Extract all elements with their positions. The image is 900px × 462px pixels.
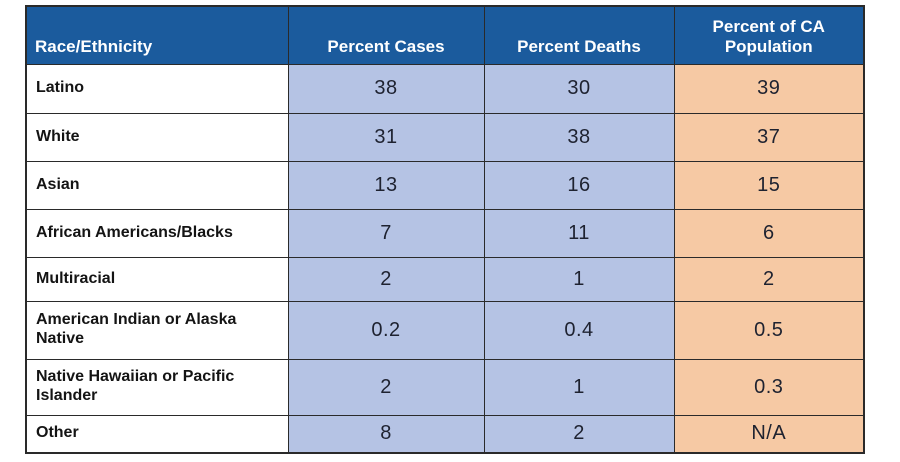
header-cell-race-ethnicity: Race/Ethnicity: [25, 5, 289, 65]
header-cell-percent-ca-population: Percent of CA Population: [673, 5, 865, 65]
cell-percent-population: 0.5: [673, 300, 865, 360]
cell-percent-cases: 2: [287, 358, 485, 416]
cell-percent-population: N/A: [673, 414, 865, 454]
row-label: American Indian or Alaska Native: [25, 300, 289, 360]
cell-percent-deaths: 38: [483, 112, 675, 162]
table-header: Race/Ethnicity Percent Cases Percent Dea…: [25, 5, 865, 65]
header-cell-percent-cases: Percent Cases: [287, 5, 485, 65]
row-label: White: [25, 112, 289, 162]
cell-percent-deaths: 16: [483, 160, 675, 210]
cell-percent-deaths: 1: [483, 358, 675, 416]
table-row: American Indian or Alaska Native 0.2 0.4…: [25, 300, 865, 360]
row-label: African Americans/Blacks: [25, 208, 289, 258]
cell-percent-deaths: 1: [483, 256, 675, 302]
cell-percent-deaths: 2: [483, 414, 675, 454]
cell-percent-cases: 13: [287, 160, 485, 210]
row-label: Native Hawaiian or Pacific Islander: [25, 358, 289, 416]
table-row: Native Hawaiian or Pacific Islander 2 1 …: [25, 358, 865, 416]
cell-percent-deaths: 0.4: [483, 300, 675, 360]
cell-percent-cases: 31: [287, 112, 485, 162]
row-label: Multiracial: [25, 256, 289, 302]
table-row: Other 8 2 N/A: [25, 414, 865, 454]
cell-percent-cases: 8: [287, 414, 485, 454]
cell-percent-population: 37: [673, 112, 865, 162]
row-label: Latino: [25, 63, 289, 114]
cell-percent-deaths: 30: [483, 63, 675, 114]
row-label: Other: [25, 414, 289, 454]
cell-percent-cases: 38: [287, 63, 485, 114]
table-row: Asian 13 16 15: [25, 160, 865, 210]
cell-percent-cases: 0.2: [287, 300, 485, 360]
table-row: Latino 38 30 39: [25, 63, 865, 114]
header-row: Race/Ethnicity Percent Cases Percent Dea…: [25, 5, 865, 65]
cell-percent-population: 15: [673, 160, 865, 210]
header-cell-percent-deaths: Percent Deaths: [483, 5, 675, 65]
table-row: African Americans/Blacks 7 11 6: [25, 208, 865, 258]
cell-percent-population: 0.3: [673, 358, 865, 416]
cell-percent-deaths: 11: [483, 208, 675, 258]
cell-percent-population: 2: [673, 256, 865, 302]
race-ethnicity-table: Race/Ethnicity Percent Cases Percent Dea…: [25, 5, 865, 454]
table-body: Latino 38 30 39 White 31 38 37 Asian 13 …: [25, 63, 865, 454]
cell-percent-population: 6: [673, 208, 865, 258]
cell-percent-cases: 7: [287, 208, 485, 258]
cell-percent-cases: 2: [287, 256, 485, 302]
cell-percent-population: 39: [673, 63, 865, 114]
race-ethnicity-table-container: Race/Ethnicity Percent Cases Percent Dea…: [25, 5, 865, 454]
row-label: Asian: [25, 160, 289, 210]
table-row: White 31 38 37: [25, 112, 865, 162]
table-row: Multiracial 2 1 2: [25, 256, 865, 302]
